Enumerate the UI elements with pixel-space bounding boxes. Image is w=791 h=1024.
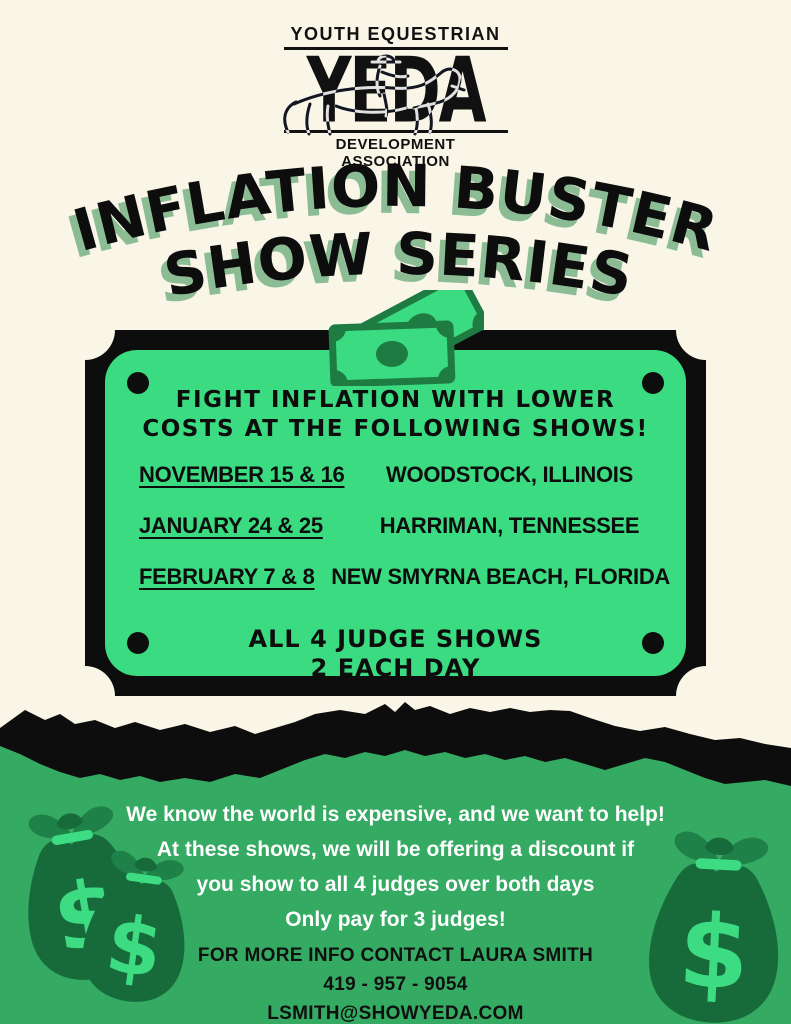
show-date: FEBRUARY 7 & 8	[139, 564, 315, 589]
panel-footer-line1: ALL 4 JUDGE SHOWS	[248, 625, 543, 653]
yeda-logo: YOUTH EQUESTRIAN YEDA DEVELOPMENT ASSOCI…	[0, 24, 791, 170]
offer-section: $ We know the world is expensive, and we…	[0, 789, 791, 1024]
rivet-icon	[127, 632, 149, 654]
show-row: FEBRUARY 7 & 8 NEW SMYRNA BEACH, FLORIDA	[139, 564, 670, 615]
offer-text: We know the world is expensive, and we w…	[96, 797, 696, 937]
show-date: JANUARY 24 & 25	[139, 513, 323, 538]
logo-top-text: YOUTH EQUESTRIAN	[283, 24, 508, 50]
logo-bottom-text: DEVELOPMENT ASSOCIATION	[283, 130, 508, 170]
corner-notch	[55, 300, 115, 360]
show-row: JANUARY 24 & 25 HARRIMAN, TENNESSEE	[139, 513, 670, 564]
show-row: NOVEMBER 15 & 16 WOODSTOCK, ILLINOIS	[139, 462, 670, 513]
corner-notch	[676, 666, 736, 726]
panel-footer-line2: 2 EACH DAY	[310, 654, 481, 676]
panel-heading: FIGHT INFLATION WITH LOWER COSTS AT THE …	[105, 386, 686, 444]
money-bills-icon	[308, 290, 484, 386]
contact-heading: FOR MORE INFO CONTACT LAURA SMITH	[197, 945, 594, 966]
panel-frame: FIGHT INFLATION WITH LOWER COSTS AT THE …	[55, 300, 736, 726]
show-location: HARRIMAN, TENNESSEE	[379, 513, 640, 538]
show-list: NOVEMBER 15 & 16 WOODSTOCK, ILLINOIS JAN…	[139, 462, 670, 615]
offer-line: you show to all 4 judges over both days	[196, 873, 595, 896]
offer-line: We know the world is expensive, and we w…	[126, 803, 665, 826]
rivet-icon	[642, 372, 664, 394]
shows-panel: FIGHT INFLATION WITH LOWER COSTS AT THE …	[55, 300, 736, 726]
logo-acronym-wrap: YEDA	[272, 46, 519, 136]
torn-paper-edge	[0, 698, 791, 790]
panel-heading-line1: FIGHT INFLATION WITH LOWER	[175, 387, 616, 413]
panel-footer: ALL 4 JUDGE SHOWS 2 EACH DAY	[105, 625, 686, 676]
horse-rider-icon	[282, 54, 465, 136]
corner-notch	[55, 666, 115, 726]
show-date: NOVEMBER 15 & 16	[139, 462, 345, 487]
offer-line: Only pay for 3 judges!	[285, 908, 506, 931]
title-arched: INFLATION BUSTER SHOW SERIES INFLATION B…	[60, 152, 724, 308]
corner-notch	[676, 300, 736, 360]
panel-surface: FIGHT INFLATION WITH LOWER COSTS AT THE …	[105, 350, 686, 676]
show-location: NEW SMYRNA BEACH, FLORIDA	[331, 564, 670, 589]
show-location: WOODSTOCK, ILLINOIS	[386, 462, 633, 487]
offer-line: At these shows, we will be offering a di…	[156, 838, 635, 861]
panel-heading-line2: COSTS AT THE FOLLOWING SHOWS!	[142, 416, 649, 442]
rivet-icon	[642, 632, 664, 654]
contact-email: LSMITH@SHOWYEDA.COM	[267, 1003, 524, 1024]
contact-phone: 419 - 957 - 9054	[323, 974, 468, 995]
contact-block: FOR MORE INFO CONTACT LAURA SMITH 419 - …	[136, 941, 656, 1024]
rivet-icon	[127, 372, 149, 394]
title-line2-shadow: SHOW SERIES	[153, 227, 633, 308]
